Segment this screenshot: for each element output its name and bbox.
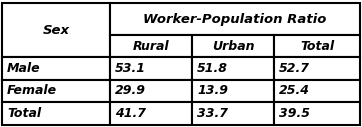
Bar: [192, 80, 274, 102]
Bar: [110, 80, 192, 102]
Bar: [274, 102, 360, 125]
Text: 41.7: 41.7: [115, 107, 146, 120]
Text: Female: Female: [7, 84, 57, 98]
Text: Urban: Urban: [212, 39, 254, 52]
Text: Worker-Population Ratio: Worker-Population Ratio: [143, 12, 327, 26]
Text: 25.4: 25.4: [279, 84, 310, 98]
Text: Sex: Sex: [42, 23, 70, 36]
Bar: [110, 3, 360, 35]
Text: 52.7: 52.7: [279, 62, 310, 75]
Bar: [274, 35, 360, 57]
Bar: [2, 57, 110, 80]
Bar: [192, 35, 274, 57]
Bar: [110, 35, 192, 57]
Text: Male: Male: [7, 62, 41, 75]
Text: Total: Total: [7, 107, 41, 120]
Text: Rural: Rural: [133, 39, 169, 52]
Bar: [192, 57, 274, 80]
Text: 53.1: 53.1: [115, 62, 146, 75]
Bar: [110, 102, 192, 125]
Bar: [274, 80, 360, 102]
Text: 39.5: 39.5: [279, 107, 310, 120]
Bar: [274, 57, 360, 80]
Text: 51.8: 51.8: [197, 62, 228, 75]
Bar: [2, 80, 110, 102]
Bar: [2, 102, 110, 125]
Bar: [110, 57, 192, 80]
Text: 29.9: 29.9: [115, 84, 146, 98]
Text: Total: Total: [300, 39, 334, 52]
Text: 13.9: 13.9: [197, 84, 228, 98]
Text: 33.7: 33.7: [197, 107, 228, 120]
Bar: [2, 3, 110, 57]
Bar: [192, 102, 274, 125]
